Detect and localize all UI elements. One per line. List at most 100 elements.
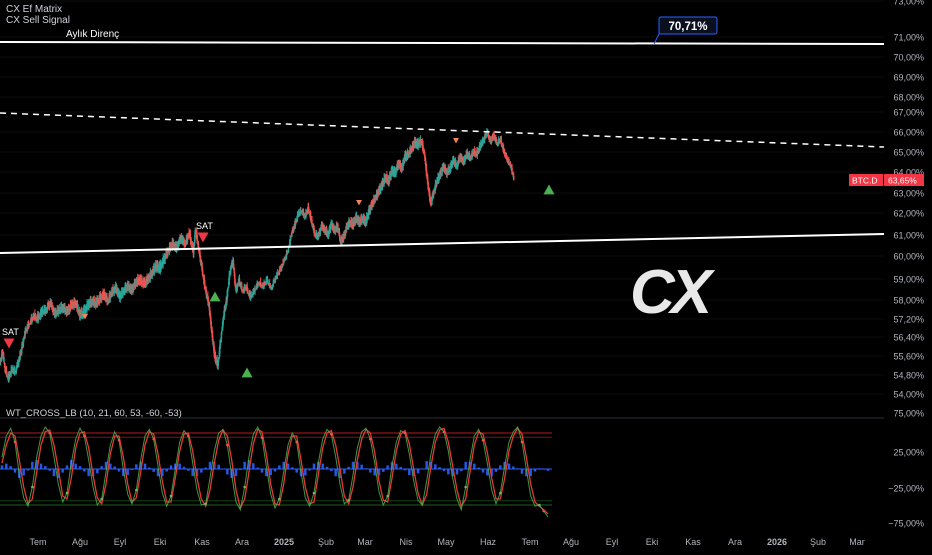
candle-body <box>426 177 429 180</box>
candle-body <box>431 195 434 197</box>
candle-body <box>106 295 108 301</box>
candle-body <box>396 166 398 169</box>
candle-body <box>312 226 314 229</box>
candle-body <box>119 293 122 299</box>
candle-body <box>381 182 384 187</box>
candle-body <box>34 314 36 320</box>
resistance-callout[interactable]: 70,71% <box>653 16 718 45</box>
candle-body <box>511 173 514 175</box>
candle-body <box>444 168 447 171</box>
candle-body <box>438 175 440 179</box>
candle-body <box>160 263 162 268</box>
candle-body <box>234 274 236 284</box>
osc-y-tick-1: 25,00% <box>893 448 924 458</box>
candle-body <box>207 299 210 303</box>
osc-y-tick-2: −25,00% <box>888 484 924 494</box>
candle-body <box>287 248 290 253</box>
candle-body <box>169 246 171 248</box>
candle-body <box>422 144 424 149</box>
candle-body <box>431 195 433 201</box>
candle-body <box>199 252 201 259</box>
candle-body <box>476 151 479 157</box>
candle-body <box>296 215 299 222</box>
candle-body <box>386 175 388 180</box>
candle-body <box>410 148 412 150</box>
osc-y-tick-3: −75,00% <box>888 519 924 529</box>
candle-body <box>310 215 312 221</box>
candle-body <box>28 323 30 326</box>
candle-body <box>287 252 289 254</box>
x-tick-15: Eki <box>646 537 659 547</box>
candle-body <box>394 171 396 173</box>
candle-body <box>341 237 343 243</box>
candle-body <box>266 280 269 283</box>
candle-body <box>66 311 68 313</box>
candle-body <box>142 279 144 285</box>
resistance-label: Aylık Direnç <box>66 29 119 40</box>
candle-body <box>487 133 489 136</box>
x-tick-9: Nis <box>400 537 413 547</box>
candle-body <box>460 157 462 159</box>
candle-body <box>435 181 438 184</box>
candle-body <box>471 152 474 157</box>
candle-body <box>77 308 79 311</box>
candle-body <box>65 307 68 313</box>
candle-body <box>178 240 180 242</box>
candle-body <box>439 172 442 175</box>
cx-logo-text: CX <box>630 258 716 327</box>
candle-body <box>346 225 349 227</box>
candle-body <box>88 301 90 307</box>
candle-body <box>279 270 281 272</box>
candle-body <box>374 196 377 199</box>
cross-dot <box>204 502 207 506</box>
candle-body <box>10 370 12 376</box>
candle-body <box>150 273 152 275</box>
candle-body <box>196 238 199 242</box>
candle-body <box>246 286 248 293</box>
candle-body <box>170 244 172 248</box>
candle-body <box>348 221 350 226</box>
wt1-line <box>1 425 549 518</box>
candle-body <box>21 346 24 348</box>
candle-body <box>269 287 272 289</box>
y-tick-0: 73,00% <box>893 0 924 7</box>
buy-marker-3 <box>543 184 555 195</box>
x-tick-5: Ara <box>235 537 249 547</box>
candle-body <box>448 167 451 172</box>
candle-body <box>62 304 65 310</box>
candle-body <box>464 156 467 158</box>
candle-body <box>509 163 512 168</box>
candle-body <box>329 224 332 231</box>
candle-body <box>281 265 283 269</box>
candle-body <box>79 312 82 317</box>
candle-body <box>390 170 392 176</box>
candle-body <box>93 298 96 304</box>
cross-dot <box>100 497 103 501</box>
candle-body <box>285 254 288 260</box>
callout-pointer <box>653 31 661 45</box>
candle-body <box>371 201 373 207</box>
candle-body <box>436 179 439 181</box>
candle-body <box>511 168 513 175</box>
candle-body <box>484 135 486 137</box>
candle-body <box>442 167 444 169</box>
candle-body <box>229 271 231 278</box>
candle-body <box>258 282 260 286</box>
candle-body <box>132 285 134 291</box>
candle-body <box>219 342 222 346</box>
candle-body <box>228 275 230 285</box>
candle-body <box>435 183 437 186</box>
candle-body <box>290 238 292 241</box>
candle-body <box>352 221 355 227</box>
cross-dot <box>31 485 34 489</box>
legend-line-2: CX Sell Signal <box>6 15 70 26</box>
candle-body <box>488 139 491 141</box>
candle-body <box>398 160 400 165</box>
candle-body <box>219 344 221 354</box>
cross-dot <box>152 437 155 441</box>
candle-body <box>254 289 257 291</box>
candle-body <box>373 198 375 201</box>
signal-markers <box>3 138 555 378</box>
